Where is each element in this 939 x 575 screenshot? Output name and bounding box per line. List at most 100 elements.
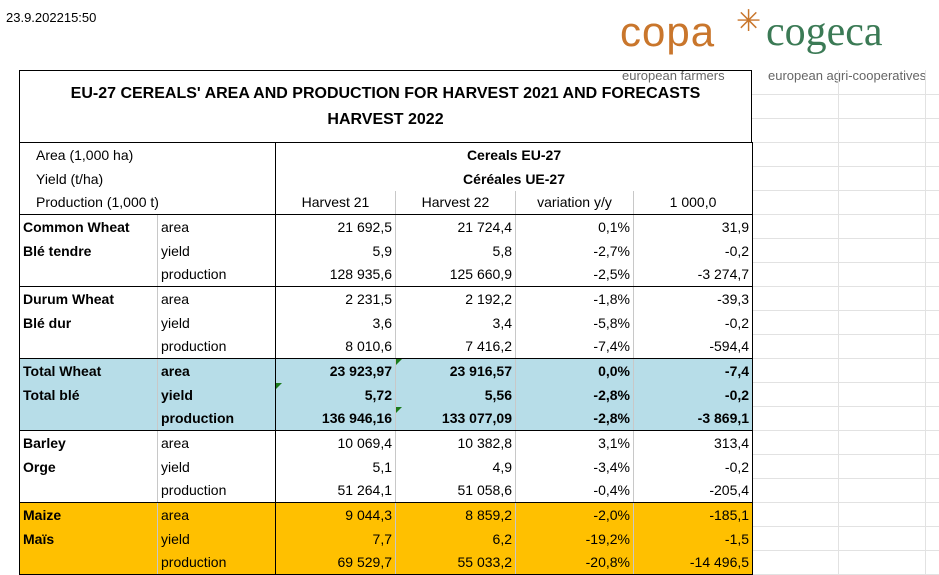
metric-label: area: [157, 286, 276, 311]
crop-name-fr: Maïs: [19, 526, 158, 551]
harvest-22-value: 6,2: [395, 526, 516, 551]
variation-value: -19,2%: [515, 526, 634, 551]
metric-label: yield: [157, 454, 276, 479]
harvest-21-value: 9 044,3: [275, 502, 396, 527]
grid-line: [752, 550, 939, 551]
cereals-table-sheet: EU-27 CEREALS' AREA AND PRODUCTION FOR H…: [19, 70, 754, 575]
header-label-area: Area (1,000 ha): [19, 142, 158, 167]
logo-copa: copa: [620, 8, 716, 55]
column-header: Harvest 21: [275, 190, 396, 215]
grid-line: [752, 334, 939, 335]
table-row: Total Wheat area 23 923,97 23 916,57 0,0% -7,…: [19, 358, 754, 383]
table-row: production 8 010,6 7 416,2 -7,4% -594,4: [19, 334, 754, 359]
harvest-21-value: 136 946,16: [275, 406, 396, 431]
crop-name-fr: Blé tendre: [19, 238, 158, 263]
harvest-22-value: 10 382,8: [395, 430, 516, 455]
harvest-21-value: 10 069,4: [275, 430, 396, 455]
grid-line: [752, 166, 939, 167]
harvest-22-value: 23 916,57: [395, 358, 516, 383]
grid-line: [752, 454, 939, 455]
harvest-21-value: 23 923,97: [275, 358, 396, 383]
timestamp: 23.9.202215:50: [6, 10, 97, 25]
copa-cogeca-logo: copa ✳ cogeca european farmers european …: [620, 4, 935, 88]
variation-value: -3,4%: [515, 454, 634, 479]
harvest-22-value: 8 859,2: [395, 502, 516, 527]
empty-cell: [19, 406, 158, 431]
grid-line: [752, 262, 939, 263]
difference-value: -0,2: [632, 238, 754, 263]
cereals-table: Area (1,000 ha) Cereals EU-27 Yield (t/h…: [19, 142, 754, 575]
difference-value: -0,2: [632, 454, 754, 479]
harvest-21-value: 5,72: [275, 382, 396, 407]
difference-value: -3 274,7: [632, 262, 754, 287]
variation-value: -20,8%: [515, 550, 634, 575]
empty-cell: [19, 550, 158, 575]
variation-value: -2,7%: [515, 238, 634, 263]
difference-value: -0,2: [632, 310, 754, 335]
empty-cell: [19, 334, 158, 359]
grid-line: [752, 406, 939, 407]
harvest-21-value: 7,7: [275, 526, 396, 551]
table-row: production 136 946,16 133 077,09 -2,8% -3 86…: [19, 406, 754, 431]
harvest-21-value: 128 935,6: [275, 262, 396, 287]
metric-label: production: [157, 478, 276, 503]
metric-label: production: [157, 262, 276, 287]
difference-value: -185,1: [632, 502, 754, 527]
crop-name: Maize: [19, 502, 158, 527]
table-row: Common Wheat area 21 692,5 21 724,4 0,1% 31,9: [19, 214, 754, 239]
column-header: Harvest 22: [395, 190, 516, 215]
grid-line: [752, 190, 939, 191]
difference-value: -205,4: [632, 478, 754, 503]
harvest-21-value: 3,6: [275, 310, 396, 335]
variation-value: -7,4%: [515, 334, 634, 359]
harvest-21-value: 8 010,6: [275, 334, 396, 359]
harvest-22-value: 3,4: [395, 310, 516, 335]
harvest-22-value: 2 192,2: [395, 286, 516, 311]
table-row: Orge yield 5,1 4,9 -3,4% -0,2: [19, 454, 754, 479]
difference-value: -1,5: [632, 526, 754, 551]
logo-cogeca-subtitle: european agri-cooperatives: [768, 68, 927, 83]
logo-cogeca: cogeca: [766, 9, 883, 55]
crop-name-fr: Blé dur: [19, 310, 158, 335]
grid-line: [752, 310, 939, 311]
table-row: Durum Wheat area 2 231,5 2 192,2 -1,8% -39,3: [19, 286, 754, 311]
grid-line: [752, 430, 939, 431]
crop-name: Barley: [19, 430, 158, 455]
harvest-21-value: 5,1: [275, 454, 396, 479]
table-row: Maïs yield 7,7 6,2 -19,2% -1,5: [19, 526, 754, 551]
table-row: Total blé yield 5,72 5,56 -2,8% -0,2: [19, 382, 754, 407]
harvest-21-value: 69 529,7: [275, 550, 396, 575]
grid-line: [838, 70, 839, 575]
header-row-1: Area (1,000 ha) Cereals EU-27: [19, 142, 754, 167]
harvest-22-value: 51 058,6: [395, 478, 516, 503]
difference-value: -3 869,1: [632, 406, 754, 431]
header-group-fr: Céréales UE-27: [274, 166, 754, 191]
harvest-22-value: 21 724,4: [395, 214, 516, 239]
crop-name-fr: Orge: [19, 454, 158, 479]
table-row: production 128 935,6 125 660,9 -2,5% -3 274,…: [19, 262, 754, 287]
logo-copa-subtitle: european farmers: [622, 68, 725, 83]
table-row: Maize area 9 044,3 8 859,2 -2,0% -185,1: [19, 502, 754, 527]
variation-value: -2,8%: [515, 406, 634, 431]
grid-line: [752, 358, 939, 359]
metric-label: yield: [157, 526, 276, 551]
variation-value: 0,0%: [515, 358, 634, 383]
grid-line: [752, 142, 939, 143]
crop-name: Durum Wheat: [19, 286, 158, 311]
variation-value: -2,8%: [515, 382, 634, 407]
harvest-21-value: 5,9: [275, 238, 396, 263]
table-row: Barley area 10 069,4 10 382,8 3,1% 313,4: [19, 430, 754, 455]
grid-line: [752, 286, 939, 287]
grid-line: [752, 238, 939, 239]
difference-value: -39,3: [632, 286, 754, 311]
table-title: EU-27 CEREALS' AREA AND PRODUCTION FOR H…: [19, 70, 752, 142]
harvest-22-value: 5,56: [395, 382, 516, 407]
difference-value: -0,2: [632, 382, 754, 407]
header-row-2: Yield (t/ha) Céréales UE-27: [19, 166, 754, 191]
difference-value: 313,4: [632, 430, 754, 455]
variation-value: 0,1%: [515, 214, 634, 239]
logo-star-icon: ✳: [736, 5, 762, 38]
metric-label: area: [157, 502, 276, 527]
column-header: variation y/y: [515, 190, 634, 215]
grid-line: [752, 214, 939, 215]
